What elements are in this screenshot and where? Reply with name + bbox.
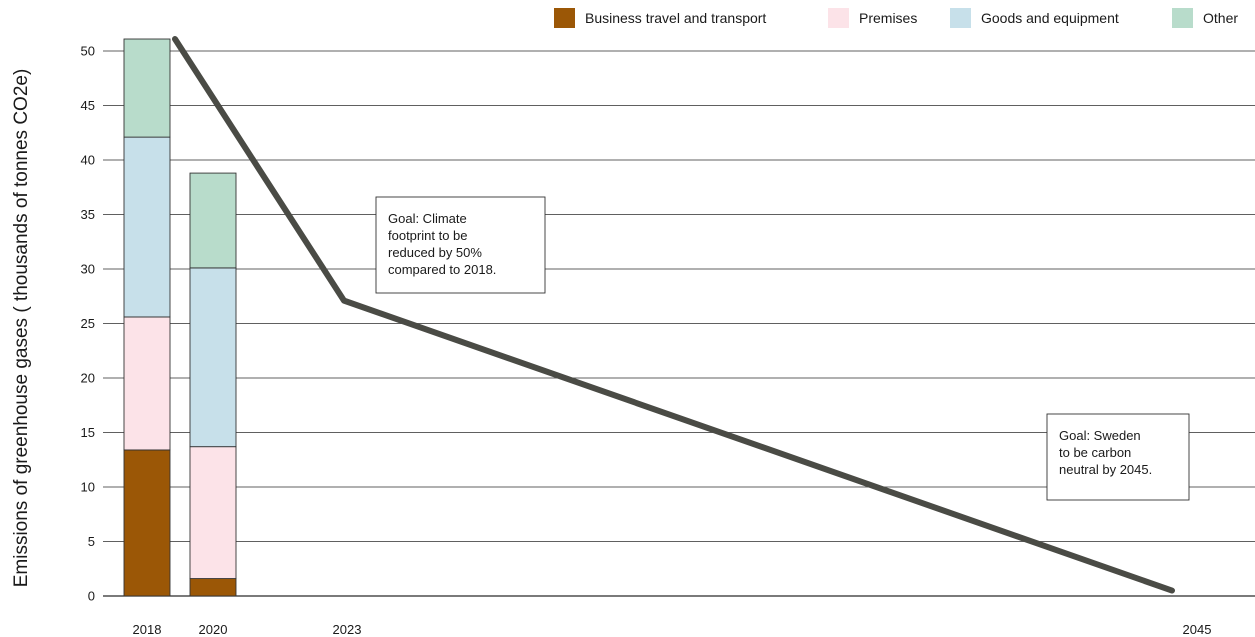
legend-label: Goods and equipment (981, 10, 1119, 26)
bar-segment (123, 449, 171, 597)
y-tick-label: 15 (81, 425, 95, 440)
annotation-frame (375, 196, 546, 294)
y-tick-label: 10 (81, 480, 95, 495)
x-axis-ticks: 2018 2020 2023 2045 (133, 622, 1212, 637)
annotation-box: Goal: Sweden to be carbon neutral by 2045. (1046, 413, 1190, 501)
gridlines (103, 50, 1255, 597)
annotation-frame (1046, 413, 1190, 501)
y-tick-label: 5 (88, 534, 95, 549)
legend-swatch (1172, 8, 1193, 28)
x-tick-label: 2020 (199, 622, 228, 637)
legend: Business travel and transport Premises Goo… (554, 8, 1238, 28)
annotation-text: compared to 2018. (388, 262, 496, 277)
y-tick-label: 20 (81, 371, 95, 386)
x-tick-label: 2023 (333, 622, 362, 637)
bar-segment (189, 578, 237, 597)
annotations: Goal: Climate footprint to be reduced by 5… (375, 196, 1190, 501)
y-tick-label: 35 (81, 207, 95, 222)
y-axis-label: Emissions of greenhouse gases ( thousand… (11, 69, 32, 588)
bar-segment (189, 267, 237, 448)
y-axis-ticks: 0 5 10 15 20 25 30 35 40 45 50 (81, 44, 95, 604)
bar-segment (123, 316, 171, 451)
legend-swatch (828, 8, 849, 28)
y-tick-label: 30 (81, 262, 95, 277)
bar-segment (123, 38, 171, 138)
annotation-text: neutral by 2045. (1059, 462, 1152, 477)
x-tick-label: 2045 (1183, 622, 1212, 637)
y-tick-label: 40 (81, 153, 95, 168)
annotation-text: Goal: Climate (388, 211, 467, 226)
bar-segment (189, 446, 237, 580)
annotation-text: Goal: Sweden (1059, 428, 1141, 443)
x-tick-label: 2018 (133, 622, 162, 637)
annotation-text: footprint to be (388, 228, 468, 243)
y-tick-label: 0 (88, 589, 95, 604)
y-tick-label: 50 (81, 44, 95, 59)
y-tick-label: 25 (81, 316, 95, 331)
annotation-text: reduced by 50% (388, 245, 482, 260)
annotation-box: Goal: Climate footprint to be reduced by 5… (375, 196, 546, 294)
stacked-bars (123, 38, 237, 597)
y-tick-label: 45 (81, 98, 95, 113)
bar-segment (189, 172, 237, 269)
bar-segment (123, 136, 171, 318)
legend-swatch (554, 8, 575, 28)
legend-label: Other (1203, 10, 1238, 26)
annotation-text: to be carbon (1059, 445, 1131, 460)
legend-swatch (950, 8, 971, 28)
goal-line (172, 36, 1175, 594)
legend-label: Premises (859, 10, 917, 26)
legend-label: Business travel and transport (585, 10, 766, 26)
goal-line-path (172, 36, 1175, 594)
